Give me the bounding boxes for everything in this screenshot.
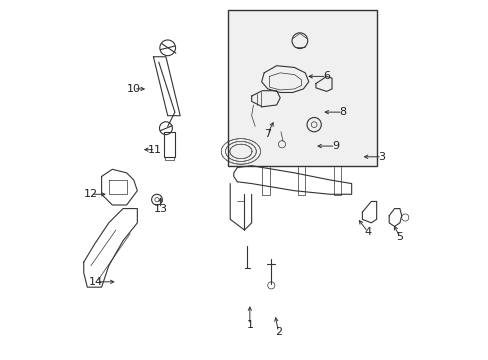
Text: 6: 6 xyxy=(323,71,329,81)
Text: 1: 1 xyxy=(246,320,253,330)
Text: 9: 9 xyxy=(331,141,339,151)
Text: 3: 3 xyxy=(378,152,385,162)
Bar xyxy=(164,132,175,157)
Text: 12: 12 xyxy=(83,189,98,199)
Text: 2: 2 xyxy=(274,327,282,337)
Text: 8: 8 xyxy=(339,107,346,117)
Text: 7: 7 xyxy=(264,129,271,139)
Bar xyxy=(228,10,376,166)
Text: 13: 13 xyxy=(153,203,167,213)
Text: 10: 10 xyxy=(126,84,141,94)
Text: 5: 5 xyxy=(396,232,403,242)
Text: 11: 11 xyxy=(148,145,162,155)
Text: 4: 4 xyxy=(364,227,370,237)
Text: 14: 14 xyxy=(89,277,103,287)
